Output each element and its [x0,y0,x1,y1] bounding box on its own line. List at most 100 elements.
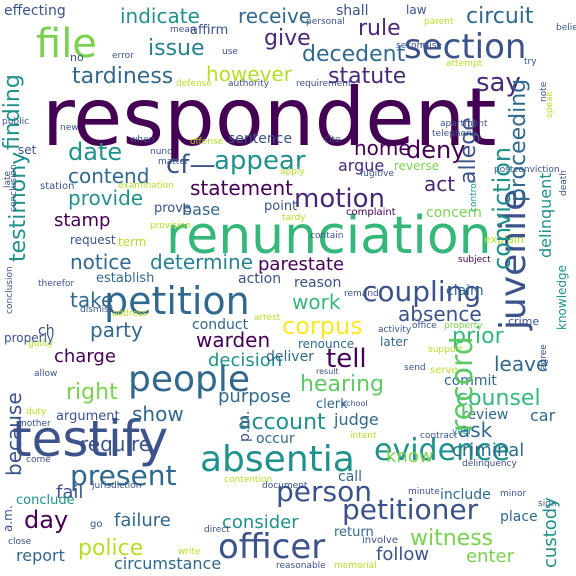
word-subject: subject [458,255,491,265]
word-allege: allege [456,117,481,184]
word-set: set [18,143,37,157]
word-postconviction: death [559,170,569,196]
word-custody: custody [540,497,561,568]
word-indicate: indicate [120,4,200,28]
word-apply: matter [158,157,189,167]
word-however: however [206,62,292,86]
word-try: attempt [446,59,483,69]
word-minute: minute [408,487,440,497]
word-decedent: decedent [302,42,406,67]
word-parent: raise [420,41,442,51]
word-party: party [90,318,143,342]
word-home: home [354,136,411,160]
word-provision: apply [280,167,305,177]
word-deliver: deliver [266,349,314,365]
word-act: act [424,172,456,196]
word-cf: cf— [166,150,216,180]
word-evidence: evidence [374,433,511,468]
word-death: believe [556,23,576,33]
word-matter: examination [118,181,174,191]
word-enter: enter [466,546,515,567]
word-tell: tell [326,344,367,374]
word-circumstance: circumstance [114,554,222,573]
word-reverse: reverse [394,159,440,173]
word-shall: shall [336,3,369,19]
word-send: send [404,363,426,373]
word-judge: judge [334,410,379,429]
word-receive: receive [238,4,312,28]
word-public: new [60,123,79,133]
word-document: document [262,481,308,491]
word-pm: p.m. [237,410,253,442]
word-deny: deny [406,136,466,164]
word-statement: statement [190,176,293,200]
word-delinquency: delinquency [462,459,517,469]
word-therefor: therefor [38,279,75,289]
word-right: right [66,380,118,405]
word-witness: witness [410,526,494,551]
word-action: action [238,271,282,287]
word-tardy: provision [150,221,191,231]
word-corpus: corpus [282,312,363,340]
word-contend: contend [68,164,150,188]
word-no: nunc [150,147,173,157]
word-testify: testify [12,410,169,468]
word-argument: argument [56,409,120,424]
word-include: include [440,487,491,503]
word-result: result [316,367,339,376]
word-take: take [70,288,114,312]
word-determine: determine [150,250,254,274]
word-requirement: authority [228,79,270,89]
word-reasonable: reasonable [276,561,326,571]
word-delinquent: delinquent [536,172,555,258]
word-notice: notice [70,250,132,274]
word-sentence: sentence [228,131,293,147]
word-guilty: guilty [28,339,54,349]
word-property: property [444,321,483,331]
word-respondent: respondent [42,71,497,164]
word-commit: commit [444,373,497,389]
word-conduct: conduct [192,317,249,333]
word-mother: mother [18,419,51,429]
word-year: year [452,427,473,437]
word-allow: allow [34,369,58,379]
word-affirm: affirm [190,23,229,38]
word-personal: mean [170,25,196,35]
word-arrest: arrest [254,313,281,323]
word-section: section [404,27,527,67]
word-petitioner: petitioner [342,493,479,526]
word-occur: occur [256,431,295,447]
word-cite: offense [190,137,224,147]
word-examination: station [40,181,75,192]
word-effecting: effecting [4,3,66,19]
word-ch: ch [38,323,55,339]
word-counsel: counsel [456,386,541,411]
word-attempt: parent [424,17,454,27]
word-intent: intent [350,431,377,441]
word-report: report [16,546,65,565]
word-concern: concern [426,205,482,221]
word-place: place [500,509,538,525]
word-warden: warden [196,328,271,352]
word-renunciation: renunciation [166,206,492,266]
word-because: because [2,392,26,476]
word-support: support [428,345,463,355]
word-say: say [476,68,521,98]
word-contention: contention [224,475,273,485]
word-direct: direct [204,525,230,535]
word-prove: prove [154,201,191,216]
word-parestate: parestate [258,254,345,275]
word-claim: claim [446,283,484,299]
word-rule: rule [358,16,401,41]
word-explain: explain [484,233,524,246]
word-person: person [276,475,372,508]
word-second: requirement [296,79,352,89]
word-law: law [406,3,427,17]
word-know: know [386,446,434,467]
word-show: show [132,402,184,426]
word-late: remand [344,289,379,299]
word-hearing: hearing [300,372,385,397]
word-crime: crime [508,315,540,328]
word-school: school [342,399,368,408]
